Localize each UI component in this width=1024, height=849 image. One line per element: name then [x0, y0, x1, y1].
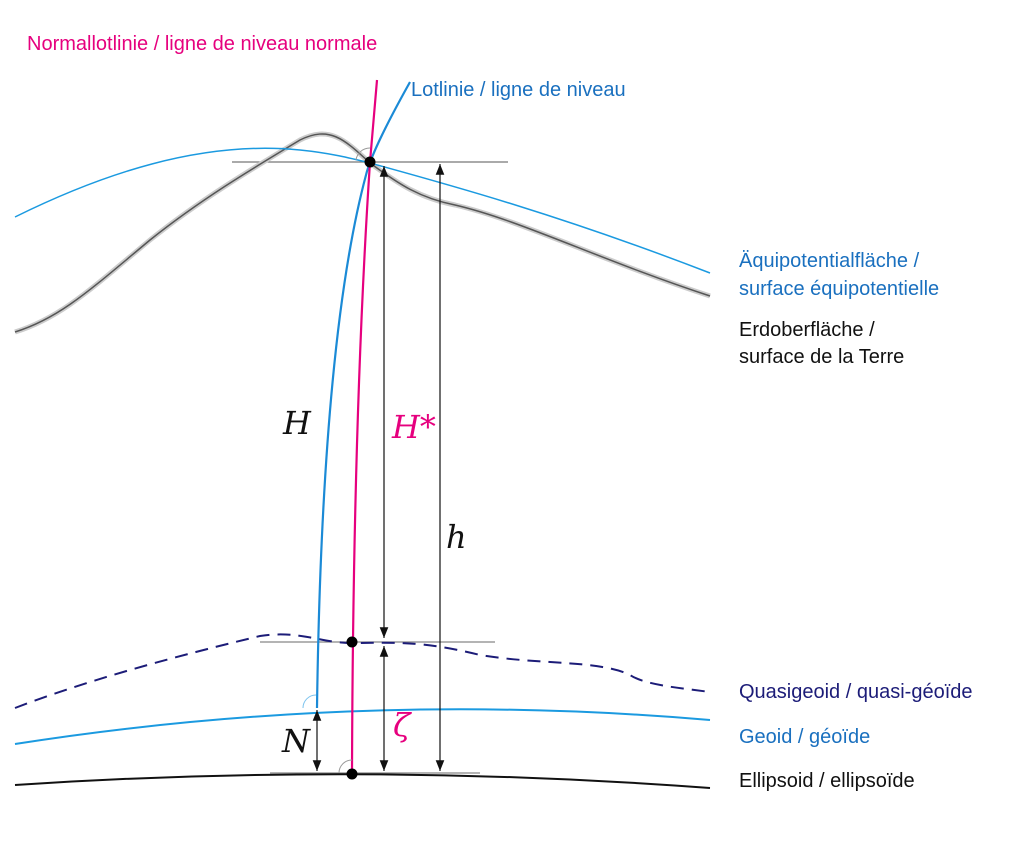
right-angle-marker [302, 694, 317, 709]
right-angle-marker [338, 759, 353, 774]
quasigeoid-label: Quasigeoid / quasi-géoïde [739, 681, 973, 703]
quasigeoid-curve [14, 633, 711, 709]
geoid-label: Geoid / géoïde [739, 726, 871, 748]
ellipsoid-curve [14, 773, 711, 789]
right-angle-marker [355, 147, 371, 161]
geoid-undulation-symbol: N [282, 722, 310, 760]
orthometric-height-symbol: H [283, 404, 311, 442]
height-anomaly-symbol: ζ [393, 706, 411, 744]
geoid-curve [14, 708, 711, 745]
normal-plumb-label: Normallotlinie / ligne de niveau normale [27, 33, 378, 55]
earth-surface-label-line1: Erdoberfläche / [739, 319, 875, 341]
surface-point [364, 156, 376, 168]
plumb-line [315, 81, 411, 709]
normal-plumb-line [350, 79, 379, 776]
earth-surface-label-line2: surface de la Terre [739, 346, 905, 368]
quasigeoid-point [346, 636, 358, 648]
ellipsoidal-height-symbol: h [446, 518, 467, 556]
ellipsoid-label: Ellipsoid / ellipsoïde [739, 770, 915, 792]
equipotential-surface-curve [14, 147, 711, 274]
ellipsoid-point [346, 768, 358, 780]
plumb-label: Lotlinie / ligne de niveau [411, 79, 626, 101]
normal-height-symbol: H* [392, 408, 436, 446]
equipotential-label-line2: surface équipotentielle [739, 278, 940, 300]
equipotential-label-line1: Äquipotentialfläche / [739, 250, 920, 272]
